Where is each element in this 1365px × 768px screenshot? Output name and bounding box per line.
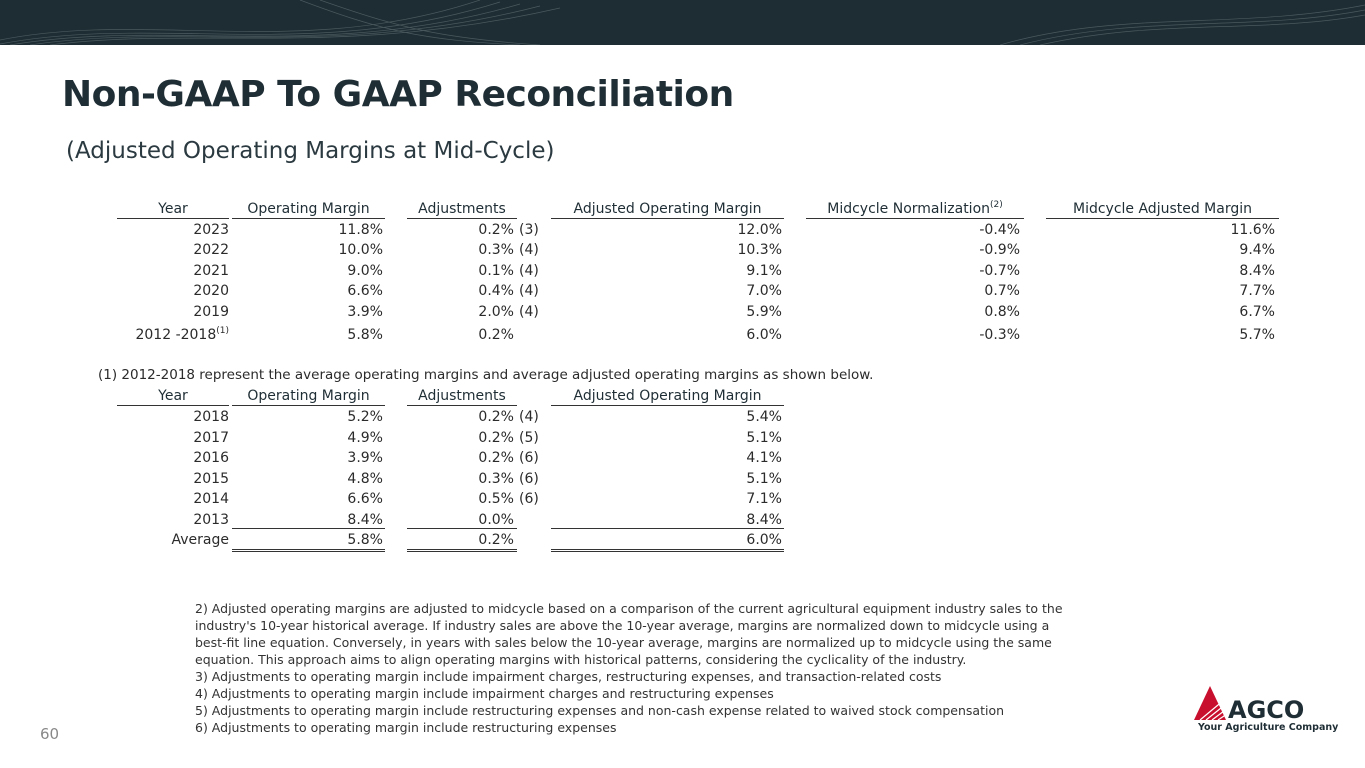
table2-cell-adjusted-operating-margin: 5.4% xyxy=(746,409,782,425)
table1-cell-adjusted-operating-margin: 5.9% xyxy=(746,304,782,320)
table1-cell-year: 2022 xyxy=(193,242,229,258)
table1-cell-midcycle-normalization: -0.7% xyxy=(979,263,1020,279)
table1-cell-year: 2020 xyxy=(193,283,229,299)
table2-cell-operating-margin: 5.2% xyxy=(347,409,383,425)
table1-cell-adjusted-operating-margin: 9.1% xyxy=(746,263,782,279)
table1-cell-midcycle-normalization: -0.3% xyxy=(979,327,1020,343)
table1-cell-ref: (4) xyxy=(519,263,539,279)
table1-cell-adjustments: 0.2% xyxy=(478,327,514,343)
page-number: 60 xyxy=(40,725,60,743)
table1-cell-operating-margin: 11.8% xyxy=(338,222,383,238)
footnote-5: 5) Adjustments to operating margin inclu… xyxy=(195,703,1005,718)
table2-cell-year: 2014 xyxy=(193,491,229,507)
table1-cell-operating-margin: 6.6% xyxy=(347,283,383,299)
table1-header-adjustments: Adjustments xyxy=(418,201,506,217)
table1-cell-midcycle-adjusted-margin: 5.7% xyxy=(1239,327,1275,343)
table1-cell-year: 2021 xyxy=(193,263,229,279)
table2-cell-adjustments: 0.2% xyxy=(478,429,514,446)
footnote-2: 2) Adjusted operating margins are adjust… xyxy=(195,601,1063,667)
table1-header-midcycle-normalization: Midcycle Normalization(2) xyxy=(827,200,1003,217)
table1-header-operating-margin: Operating Margin xyxy=(247,201,370,217)
table2-header-operating-margin: Operating Margin xyxy=(247,388,370,404)
table1-cell-midcycle-adjusted-margin: 7.7% xyxy=(1239,283,1275,299)
table2-cell-operating-margin: 4.9% xyxy=(347,429,383,446)
table2-cell-year: 2018 xyxy=(193,409,229,425)
table2-cell-ref: (6) xyxy=(519,470,539,487)
table2-cell-ref: (6) xyxy=(519,450,539,466)
table2-header-adjusted-operating-margin: Adjusted Operating Margin xyxy=(573,388,762,404)
table1-cell-adjusted-operating-margin: 12.0% xyxy=(737,222,782,238)
table1-header-midcycle-adjusted-margin: Midcycle Adjusted Margin xyxy=(1072,201,1253,217)
table2-cell-operating-margin: 8.4% xyxy=(347,511,383,528)
table2-average-operating-margin: 5.8% xyxy=(347,532,383,548)
table2-average-label: Average xyxy=(171,532,230,548)
table1-footnote: (1) 2012-2018 represent the average oper… xyxy=(98,367,874,383)
table2-cell-year: 2015 xyxy=(193,470,229,487)
table2-cell-adjustments: 0.3% xyxy=(478,470,514,487)
table2-cell-operating-margin: 6.6% xyxy=(347,491,383,507)
table2-cell-adjusted-operating-margin: 5.1% xyxy=(746,470,782,487)
table2-cell-year: 2016 xyxy=(193,450,229,466)
table1-cell-operating-margin: 5.8% xyxy=(347,327,383,343)
logo-wordmark: AGCO xyxy=(1228,696,1305,724)
table1-cell-midcycle-adjusted-margin: 8.4% xyxy=(1239,263,1275,279)
table1-cell-year: 2012 -2018(1) xyxy=(135,326,229,343)
table1-cell-midcycle-normalization: -0.4% xyxy=(979,222,1020,238)
table2-cell-ref: (6) xyxy=(519,491,539,507)
table2-cell-adjusted-operating-margin: 5.1% xyxy=(746,429,782,446)
table1-cell-adjustments: 0.4% xyxy=(478,283,514,299)
table2-header-year: Year xyxy=(158,388,188,404)
table1-cell-adjustments: 0.3% xyxy=(478,242,514,258)
table2-cell-adjusted-operating-margin: 4.1% xyxy=(746,450,782,466)
table1-cell-midcycle-normalization: 0.7% xyxy=(984,283,1020,299)
table1-cell-ref: (3) xyxy=(519,222,539,238)
table2-average-adjustments: 0.2% xyxy=(478,532,514,548)
table2-cell-operating-margin: 3.9% xyxy=(347,450,383,466)
table1-cell-midcycle-adjusted-margin: 11.6% xyxy=(1230,222,1275,238)
table2-cell-adjustments: 0.2% xyxy=(478,450,514,466)
table1-cell-midcycle-adjusted-margin: 6.7% xyxy=(1239,304,1275,320)
top-banner xyxy=(0,0,1365,45)
table1-cell-midcycle-adjusted-margin: 9.4% xyxy=(1239,242,1275,258)
table1-header-year: Year xyxy=(158,201,188,217)
table2-cell-adjusted-operating-margin: 7.1% xyxy=(746,491,782,507)
page-title: Non-GAAP To GAAP Reconciliation xyxy=(62,74,734,115)
table1-cell-year: 2019 xyxy=(193,304,229,320)
table1-cell-adjustments: 0.2% xyxy=(478,222,514,238)
table1-cell-adjusted-operating-margin: 6.0% xyxy=(746,327,782,343)
page-subtitle: (Adjusted Operating Margins at Mid-Cycle… xyxy=(66,138,555,164)
table2-cell-adjustments: 0.0% xyxy=(478,511,514,528)
table1-cell-adjustments: 0.1% xyxy=(478,263,514,279)
table2-average-adjusted-operating-margin: 6.0% xyxy=(746,532,782,548)
footnote-6: 6) Adjustments to operating margin inclu… xyxy=(195,720,617,735)
table1-cell-adjustments: 2.0% xyxy=(478,304,514,320)
logo-tagline: Your Agriculture Company xyxy=(1198,722,1339,733)
table1-cell-ref: (4) xyxy=(519,242,539,258)
table1-cell-midcycle-normalization: 0.8% xyxy=(984,304,1020,320)
table1-cell-adjusted-operating-margin: 7.0% xyxy=(746,283,782,299)
table2-cell-year: 2013 xyxy=(193,511,229,528)
table2-cell-adjusted-operating-margin: 8.4% xyxy=(746,511,782,528)
table2-cell-year: 2017 xyxy=(193,429,229,446)
table2-cell-operating-margin: 4.8% xyxy=(347,470,383,487)
table2-cell-ref: (4) xyxy=(519,409,539,425)
agco-logo: AGCO Your Agriculture Company xyxy=(1194,686,1338,736)
table1-cell-ref: (4) xyxy=(519,283,539,299)
footnote-4: 4) Adjustments to operating margin inclu… xyxy=(195,686,774,701)
table1-cell-ref: (4) xyxy=(519,304,539,320)
footnotes: 2) Adjusted operating margins are adjust… xyxy=(195,600,1065,736)
table1-cell-operating-margin: 10.0% xyxy=(338,242,383,258)
table1-cell-midcycle-normalization: -0.9% xyxy=(979,242,1020,258)
table1-cell-operating-margin: 9.0% xyxy=(347,263,383,279)
table1-header-adjusted-operating-margin: Adjusted Operating Margin xyxy=(573,201,762,217)
table2-header-adjustments: Adjustments xyxy=(418,388,506,404)
table2-cell-adjustments: 0.2% xyxy=(478,409,514,425)
table1-cell-year: 2023 xyxy=(193,222,229,238)
footnote-3: 3) Adjustments to operating margin inclu… xyxy=(195,669,942,684)
table1-cell-adjusted-operating-margin: 10.3% xyxy=(737,242,782,258)
table2-cell-adjustments: 0.5% xyxy=(478,491,514,507)
table1-cell-operating-margin: 3.9% xyxy=(347,304,383,320)
table2-cell-ref: (5) xyxy=(519,429,539,446)
